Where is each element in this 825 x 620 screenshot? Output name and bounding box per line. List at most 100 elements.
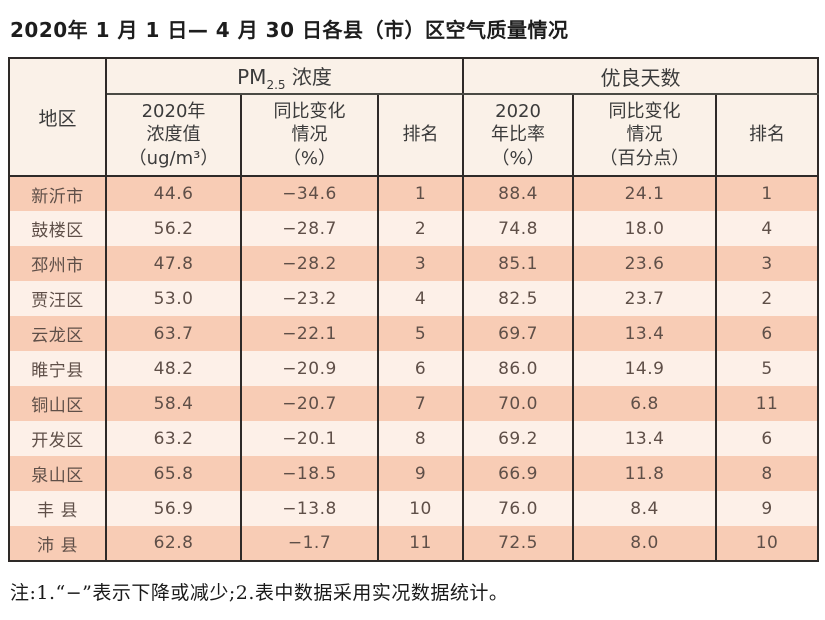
value-cell: 23.7 [572,281,718,316]
value-cell: 18.0 [572,211,718,246]
value-cell: 66.9 [462,456,575,491]
value-cell: 76.0 [462,491,575,526]
value-cell: −20.9 [240,351,379,386]
region-cell: 新沂市 [8,176,107,211]
value-cell: 6 [715,421,820,456]
table-row: 沛 县 62.8 −1.7 11 72.5 8.0 10 [8,526,820,561]
page: 2020年 1 月 1 日— 4 月 30 日各县（市）区空气质量情况 地区 P… [8,18,820,604]
value-cell: 1 [715,176,820,211]
pm25-label-suffix: 浓度 [285,64,332,89]
value-cell: 8.0 [572,526,718,561]
good-days-group-header: 优良天数 [462,58,820,95]
pm25-label-subscript: 2.5 [266,77,286,92]
value-cell: 58.4 [105,386,242,421]
value-cell: 70.0 [462,386,575,421]
value-cell: 85.1 [462,246,575,281]
region-cell: 开发区 [8,421,107,456]
region-column-header: 地区 [8,58,107,177]
value-cell: 3 [715,246,820,281]
table-row: 铜山区 58.4 −20.7 7 70.0 6.8 11 [8,386,820,421]
value-cell: 7 [376,386,465,421]
value-cell: 11 [376,526,465,561]
value-cell: 9 [715,491,820,526]
page-title: 2020年 1 月 1 日— 4 月 30 日各县（市）区空气质量情况 [10,18,569,42]
value-cell: −28.2 [240,246,379,281]
region-cell: 云龙区 [8,316,107,351]
header-pm-rank: 排名 [376,94,465,177]
value-cell: 2 [715,281,820,316]
value-cell: 3 [376,246,465,281]
region-cell: 沛 县 [8,526,107,561]
value-cell: −28.7 [240,211,379,246]
table-header: 地区 PM2.5 浓度 优良天数 2020年 浓度值 （ug/m³） 同比变化 … [8,58,820,177]
value-cell: 8 [376,421,465,456]
table-row: 泉山区 65.8 −18.5 9 66.9 11.8 8 [8,456,820,491]
value-cell: 47.8 [105,246,242,281]
value-cell: −13.8 [240,491,379,526]
value-cell: −34.6 [240,176,379,211]
group-header-row: 地区 PM2.5 浓度 优良天数 [8,58,820,177]
value-cell: 11.8 [572,456,718,491]
region-cell: 鼓楼区 [8,211,107,246]
value-cell: −20.1 [240,421,379,456]
value-cell: 8 [715,456,820,491]
value-cell: 6 [715,316,820,351]
value-cell: 6 [376,351,465,386]
value-cell: 24.1 [572,176,718,211]
value-cell: 5 [376,316,465,351]
value-cell: 86.0 [462,351,575,386]
air-quality-table: 地区 PM2.5 浓度 优良天数 2020年 浓度值 （ug/m³） 同比变化 … [8,57,820,562]
value-cell: 72.5 [462,526,575,561]
value-cell: −20.7 [240,386,379,421]
value-cell: 5 [715,351,820,386]
header-good-ratio: 2020 年比率 （%） [462,94,575,177]
value-cell: −1.7 [240,526,379,561]
value-cell: 8.4 [572,491,718,526]
value-cell: 44.6 [105,176,242,211]
table-row: 贾汪区 53.0 −23.2 4 82.5 23.7 2 [8,281,820,316]
header-pm-concentration: 2020年 浓度值 （ug/m³） [105,94,242,177]
value-cell: 88.4 [462,176,575,211]
value-cell: 10 [715,526,820,561]
value-cell: 53.0 [105,281,242,316]
value-cell: −23.2 [240,281,379,316]
region-cell: 泉山区 [8,456,107,491]
value-cell: 1 [376,176,465,211]
value-cell: 6.8 [572,386,718,421]
value-cell: 63.2 [105,421,242,456]
table-row: 开发区 63.2 −20.1 8 69.2 13.4 6 [8,421,820,456]
value-cell: 2 [376,211,465,246]
value-cell: 11 [715,386,820,421]
table-row: 新沂市 44.6 −34.6 1 88.4 24.1 1 [8,176,820,211]
region-cell: 睢宁县 [8,351,107,386]
table-row: 鼓楼区 56.2 −28.7 2 74.8 18.0 4 [8,211,820,246]
value-cell: 56.2 [105,211,242,246]
pm25-group-header: PM2.5 浓度 [104,58,465,95]
value-cell: 23.6 [572,246,718,281]
table-row: 丰 县 56.9 −13.8 10 76.0 8.4 9 [8,491,820,526]
region-cell: 邳州市 [8,246,107,281]
pm25-label-prefix: PM [237,64,267,89]
header-good-rank: 排名 [715,94,820,177]
header-pm-yoy-change: 同比变化 情况 （%） [240,94,379,177]
value-cell: 13.4 [572,316,718,351]
value-cell: 9 [376,456,465,491]
table-row: 邳州市 47.8 −28.2 3 85.1 23.6 3 [8,246,820,281]
region-cell: 铜山区 [8,386,107,421]
value-cell: −18.5 [240,456,379,491]
value-cell: 4 [376,281,465,316]
value-cell: 4 [715,211,820,246]
value-cell: 10 [376,491,465,526]
header-good-yoy-change: 同比变化 情况 （百分点） [572,94,718,177]
value-cell: 56.9 [105,491,242,526]
value-cell: 74.8 [462,211,575,246]
value-cell: 69.7 [462,316,575,351]
table-body: 新沂市 44.6 −34.6 1 88.4 24.1 1 鼓楼区 56.2 −28.7 2 74.8 1… [8,176,820,561]
value-cell: 65.8 [105,456,242,491]
value-cell: 62.8 [105,526,242,561]
footnote: 注:1.“−”表示下降或减少;2.表中数据采用实况数据统计。 [10,582,509,604]
table-row: 睢宁县 48.2 −20.9 6 86.0 14.9 5 [8,351,820,386]
value-cell: 82.5 [462,281,575,316]
sub-header-row: 2020年 浓度值 （ug/m³） 同比变化 情况 （%） 排名 2020 年比… [9,94,820,177]
region-cell: 贾汪区 [8,281,107,316]
